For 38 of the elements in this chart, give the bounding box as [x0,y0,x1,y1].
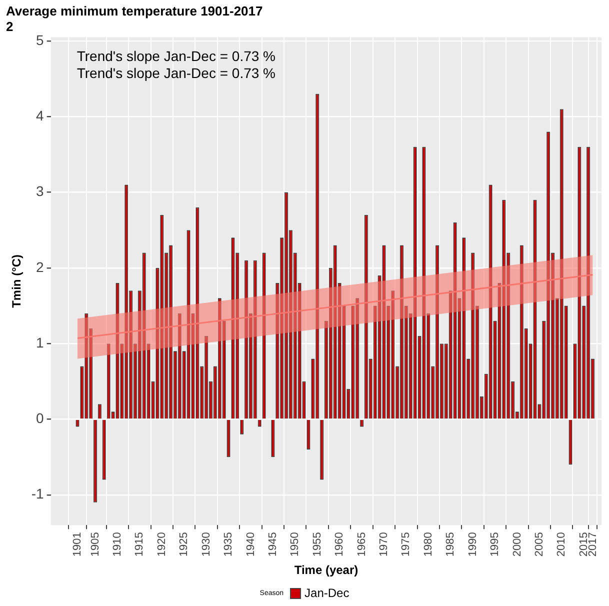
chart-subtitle: 2 [6,18,14,34]
x-tick-label: 1985 [444,532,457,557]
x-tick-label: 1925 [178,532,190,557]
x-tick-label: 1905 [89,532,102,557]
x-tick-label: 1950 [289,532,302,557]
annotation: Trend's slope Jan-Dec = 0.73 % [76,48,276,64]
y-tick-label: 3 [36,183,44,200]
annotation: Trend's slope Jan-Dec = 0.73 % [76,65,276,82]
x-tick-label: 1920 [156,532,168,557]
y-tick-label: 2 [36,258,44,275]
y-tick-label: -1 [31,486,44,502]
x-tick-label: 1995 [489,532,502,557]
x-tick-label: 1930 [200,532,212,557]
x-tick-label: 1965 [356,532,368,557]
y-tick-label: 4 [36,107,44,124]
y-axis-title: Tmin (°C) [10,254,24,308]
x-tick-label: 1980 [422,532,434,557]
x-tick-label: 1960 [334,532,346,557]
chart-title: Average minimum temperature 1901-2017 [6,3,263,18]
x-axis-title: Time (year) [294,563,358,578]
x-tick-label: 1990 [466,532,479,557]
x-tick-label: 2010 [556,532,568,557]
x-tick-label: 1945 [266,532,279,557]
x-tick-label: 1975 [400,532,412,557]
legend-label: Jan-Dec [304,586,350,600]
y-tick-label: 0 [36,410,44,426]
x-tick-label: 1915 [134,532,146,557]
x-tick-label: 1940 [244,532,257,557]
x-tick-label: 1910 [112,532,124,557]
x-tick-label: 2017 [586,532,599,557]
y-tick-label: 5 [36,32,44,48]
x-tick-label: 2005 [533,532,546,557]
y-tick-label: 1 [36,334,44,350]
x-tick-label: 1901 [72,532,84,557]
x-tick-label: 1970 [378,532,390,557]
x-tick-label: 1955 [311,532,324,557]
x-tick-label: 1935 [222,532,235,557]
x-tick-label: 2000 [511,532,524,557]
